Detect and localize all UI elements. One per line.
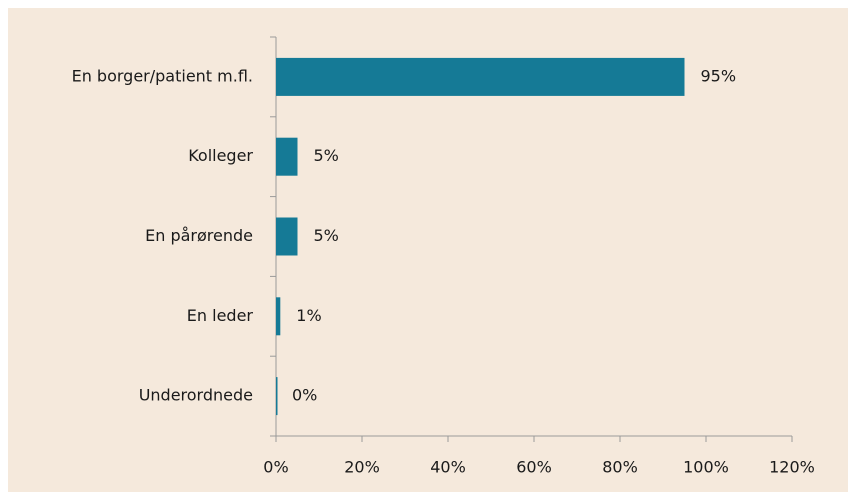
y-tick-label: En pårørende	[145, 226, 253, 245]
x-tick-label: 100%	[683, 458, 729, 477]
y-tick-label: Underordnede	[139, 386, 253, 405]
x-tick-label: 120%	[769, 458, 815, 477]
x-tick-label: 60%	[516, 458, 552, 477]
y-tick-label: En borger/patient m.fl.	[72, 66, 253, 85]
x-tick-label: 80%	[602, 458, 638, 477]
value-label: 1%	[296, 306, 321, 325]
bar	[276, 217, 298, 256]
x-tick-label: 40%	[430, 458, 466, 477]
value-label: 5%	[314, 146, 339, 165]
value-label: 0%	[292, 386, 317, 405]
bar	[276, 57, 685, 96]
y-tick-label: Kolleger	[188, 146, 253, 165]
bar	[276, 137, 298, 176]
x-tick-label: 0%	[263, 458, 288, 477]
bar	[276, 297, 281, 336]
value-label: 95%	[701, 66, 737, 85]
bar	[276, 377, 278, 416]
value-label: 5%	[314, 226, 339, 245]
y-tick-label: En leder	[187, 306, 254, 325]
x-tick-label: 20%	[344, 458, 380, 477]
